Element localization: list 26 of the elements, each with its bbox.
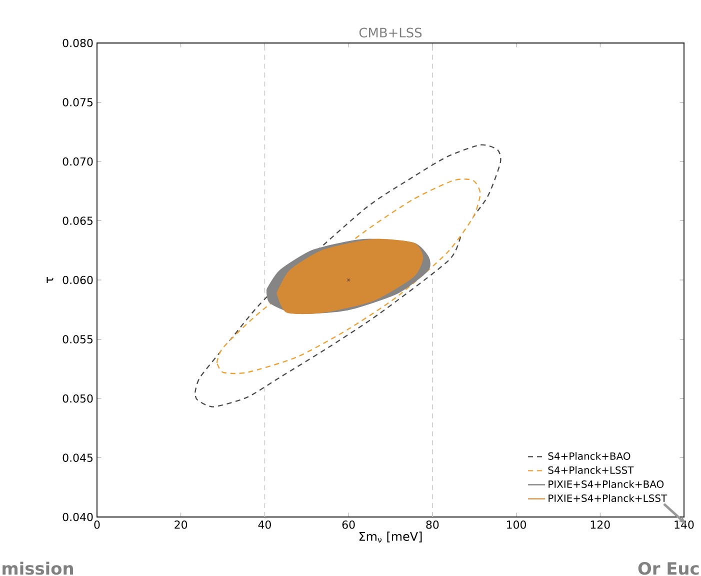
y-tick-label: 0.055 [62, 335, 93, 344]
x-tick-label: 100 [507, 520, 526, 529]
x-axis-title: Σm$_{ν}$ [meV] [359, 532, 422, 543]
y-tick-label: 0.045 [62, 454, 93, 462]
x-tick-label: 120 [590, 520, 610, 529]
y-tick-label: 0.070 [62, 157, 93, 166]
legend-label: S4+Planck+LSST [548, 466, 634, 474]
chart-title: CMB+LSS [359, 28, 422, 38]
text: mission [2, 562, 73, 575]
y-tick-label: 0.075 [62, 98, 93, 106]
legend-label: PIXIE+S4+Planck+LSST [548, 494, 668, 502]
y-axis-title: τ [46, 276, 54, 284]
x-tick-label: 20 [174, 520, 188, 529]
y-tick-label: 0.040 [62, 512, 93, 522]
y-tick-label: 0.080 [62, 38, 93, 48]
x-tick-label: 60 [342, 520, 355, 529]
x-tick-label: 140 [674, 520, 694, 529]
legend-label: S4+Planck+BAO [548, 452, 630, 460]
y-tick-label: 0.060 [62, 276, 93, 284]
legend-label: PIXIE+S4+Planck+BAO [548, 480, 664, 488]
y-tick-label: 0.065 [62, 216, 93, 225]
y-tick-label: 0.050 [62, 394, 93, 403]
x-tick-label: 0 [94, 520, 100, 529]
x-tick-label: 40 [258, 520, 271, 529]
text: Or Euc [638, 562, 699, 575]
x-tick-label: 80 [426, 520, 439, 529]
